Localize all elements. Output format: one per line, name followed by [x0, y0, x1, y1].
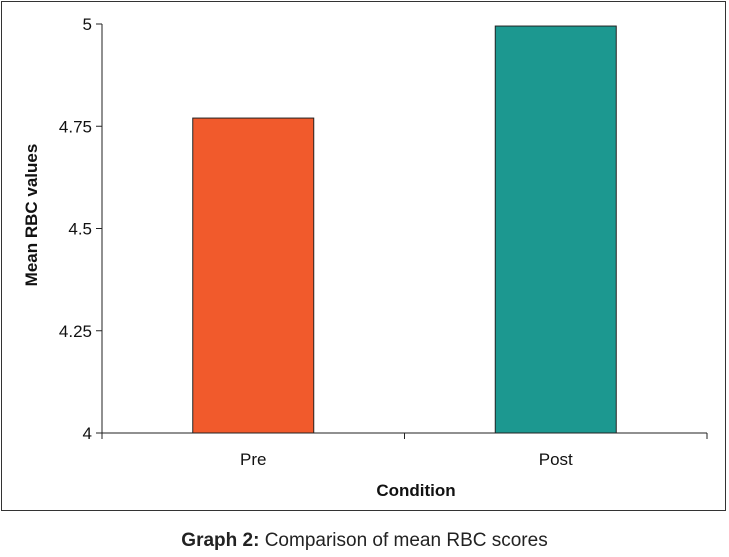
bar-chart: 4 4.25 4.5 4.75 5 Pre Post Mean RBC values Con… — [22, 15, 708, 500]
x-tick-label: Pre — [240, 450, 266, 469]
caption-label: Graph 2: — [181, 530, 260, 551]
y-tick-label: 4.5 — [68, 220, 92, 239]
bar-post — [494, 25, 617, 434]
x-axis-title: Condition — [376, 481, 455, 500]
y-tick-label: 4 — [83, 424, 92, 443]
y-tick-label: 5 — [83, 15, 92, 34]
bar-pre — [192, 117, 315, 434]
y-tick-label: 4.25 — [59, 322, 92, 341]
y-axis-title: Mean RBC values — [22, 144, 41, 287]
y-tick-label: 4.75 — [59, 117, 92, 136]
x-tick-label: Post — [539, 450, 573, 469]
caption-text: Comparison of mean RBC scores — [259, 530, 548, 551]
figure-caption: Graph 2: Comparison of mean RBC scores — [0, 530, 729, 552]
chart-frame — [1, 1, 726, 511]
